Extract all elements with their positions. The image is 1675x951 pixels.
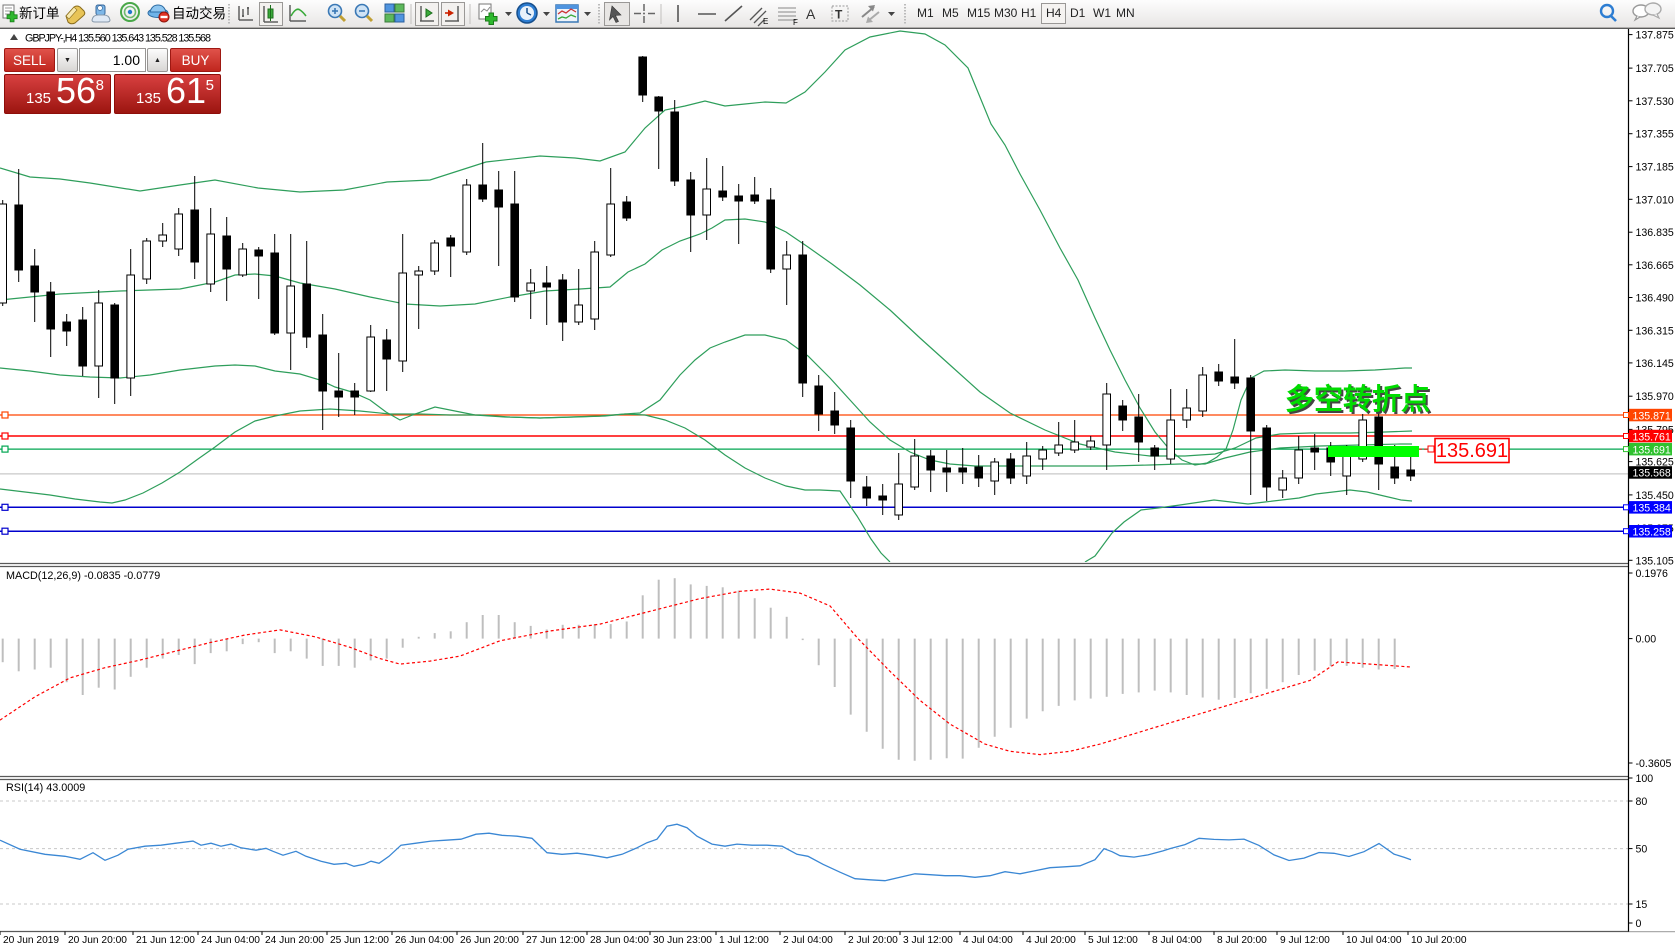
svg-text:8 Jul 04:00: 8 Jul 04:00 xyxy=(1152,935,1202,946)
svg-text:137.530: 137.530 xyxy=(1636,96,1674,108)
svg-text:136.145: 136.145 xyxy=(1636,358,1674,370)
svg-text:27 Jun 12:00: 27 Jun 12:00 xyxy=(526,935,585,946)
svg-text:136.835: 136.835 xyxy=(1636,227,1674,239)
svg-text:T: T xyxy=(835,8,843,22)
svg-text:135.258: 135.258 xyxy=(1633,527,1671,539)
svg-text:9 Jul 12:00: 9 Jul 12:00 xyxy=(1280,935,1330,946)
svg-text:新订单: 新订单 xyxy=(19,6,60,21)
svg-text:135.691: 135.691 xyxy=(1436,440,1508,462)
svg-text:MACD(12,26,9) -0.0835 -0.0779: MACD(12,26,9) -0.0835 -0.0779 xyxy=(6,570,160,582)
svg-text:1 Jul 12:00: 1 Jul 12:00 xyxy=(719,935,769,946)
svg-text:137.010: 137.010 xyxy=(1636,194,1674,206)
svg-text:137.355: 137.355 xyxy=(1636,129,1674,141)
svg-text:GBPJPY-,H4 135.560 135.643 135: GBPJPY-,H4 135.560 135.643 135.528 135.5… xyxy=(25,33,211,45)
svg-text:80: 80 xyxy=(1636,796,1648,808)
svg-text:30 Jun 23:00: 30 Jun 23:00 xyxy=(653,935,712,946)
svg-text:0: 0 xyxy=(1636,918,1642,930)
svg-text:A: A xyxy=(806,6,816,22)
svg-text:8 Jul 20:00: 8 Jul 20:00 xyxy=(1217,935,1267,946)
svg-text:4 Jul 20:00: 4 Jul 20:00 xyxy=(1026,935,1076,946)
svg-text:26 Jun 04:00: 26 Jun 04:00 xyxy=(395,935,454,946)
svg-text:25 Jun 12:00: 25 Jun 12:00 xyxy=(330,935,389,946)
svg-text:136.665: 136.665 xyxy=(1636,260,1674,272)
svg-text:28 Jun 04:00: 28 Jun 04:00 xyxy=(590,935,649,946)
svg-text:4 Jul 04:00: 4 Jul 04:00 xyxy=(963,935,1013,946)
svg-text:135.105: 135.105 xyxy=(1636,555,1674,567)
svg-text:100: 100 xyxy=(1636,773,1654,785)
svg-text:2 Jul 04:00: 2 Jul 04:00 xyxy=(783,935,833,946)
svg-text:RSI(14) 43.0009: RSI(14) 43.0009 xyxy=(6,782,85,794)
svg-text:135.691: 135.691 xyxy=(1633,444,1671,456)
svg-text:135.970: 135.970 xyxy=(1636,391,1674,403)
svg-text:F: F xyxy=(793,18,798,27)
svg-text:24 Jun 20:00: 24 Jun 20:00 xyxy=(265,935,324,946)
svg-text:20 Jun 20:00: 20 Jun 20:00 xyxy=(68,935,127,946)
svg-text:135.761: 135.761 xyxy=(1633,431,1671,443)
svg-text:多空转折点: 多空转折点 xyxy=(1285,382,1430,416)
svg-text:E: E xyxy=(763,17,768,26)
svg-text:135.450: 135.450 xyxy=(1636,490,1674,502)
svg-text:5 Jul 12:00: 5 Jul 12:00 xyxy=(1088,935,1138,946)
svg-text:24 Jun 04:00: 24 Jun 04:00 xyxy=(201,935,260,946)
svg-text:0.00: 0.00 xyxy=(1636,634,1657,646)
svg-text:137.705: 137.705 xyxy=(1636,63,1674,75)
svg-text:135.568: 135.568 xyxy=(1633,468,1671,480)
svg-text:135.871: 135.871 xyxy=(1633,410,1671,422)
svg-text:26 Jun 20:00: 26 Jun 20:00 xyxy=(460,935,519,946)
svg-text:-0.3605: -0.3605 xyxy=(1636,758,1672,770)
svg-text:135.625: 135.625 xyxy=(1636,457,1674,469)
svg-text:自动交易: 自动交易 xyxy=(172,5,226,21)
svg-text:0.1976: 0.1976 xyxy=(1636,568,1669,580)
svg-text:136.315: 136.315 xyxy=(1636,325,1674,337)
svg-text:10 Jul 04:00: 10 Jul 04:00 xyxy=(1346,935,1402,946)
svg-text:136.490: 136.490 xyxy=(1636,293,1674,305)
svg-text:2 Jul 20:00: 2 Jul 20:00 xyxy=(848,935,898,946)
svg-text:3 Jul 12:00: 3 Jul 12:00 xyxy=(903,935,953,946)
svg-text:20 Jun 2019: 20 Jun 2019 xyxy=(3,935,59,946)
svg-text:多空转折点: 多空转折点 xyxy=(1287,384,1432,418)
svg-text:137.185: 137.185 xyxy=(1636,162,1674,174)
svg-text:10 Jul 20:00: 10 Jul 20:00 xyxy=(1411,935,1467,946)
svg-text:137.875: 137.875 xyxy=(1636,30,1674,42)
svg-text:50: 50 xyxy=(1636,844,1648,856)
svg-text:21 Jun 12:00: 21 Jun 12:00 xyxy=(136,935,195,946)
svg-text:135.384: 135.384 xyxy=(1633,503,1671,515)
svg-text:15: 15 xyxy=(1636,899,1648,911)
